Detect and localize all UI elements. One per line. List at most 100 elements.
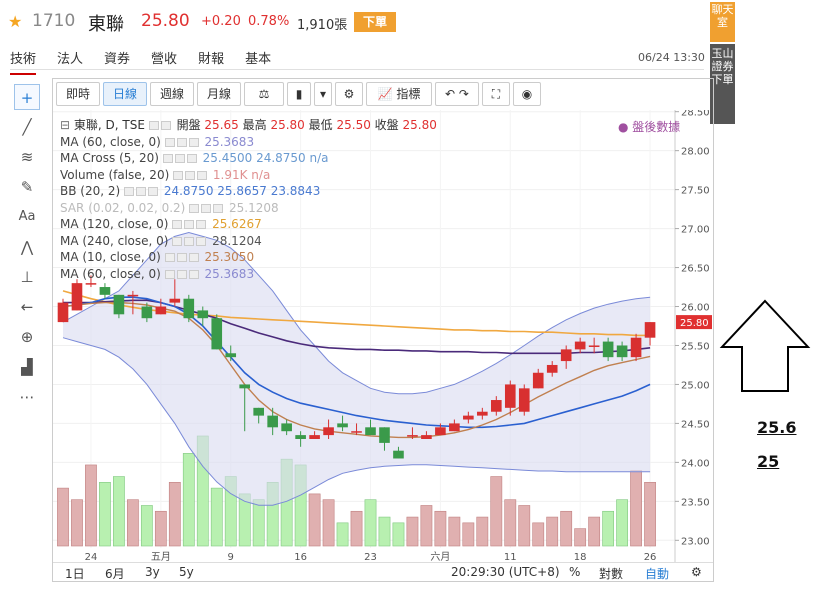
weekly-button[interactable]: 週線 (150, 82, 194, 106)
log-scale-toggle[interactable]: 對數 (599, 567, 624, 581)
compare-scale-icon[interactable]: ⚖ (244, 82, 284, 106)
volume-bar (504, 499, 517, 547)
legend-row: SAR (0.02, 0.02, 0.2) 25.1208 (60, 200, 437, 217)
legend-controls-icon[interactable] (173, 168, 213, 182)
auto-scale-toggle[interactable]: 自動 (645, 567, 670, 581)
fullscreen-icon[interactable]: ⛶ (482, 82, 510, 106)
tab-technical[interactable]: 技術 (10, 48, 37, 75)
redo-icon[interactable]: ↷ (458, 87, 469, 101)
legend-indicator-name: MA (60, close, 0) (60, 266, 165, 281)
volume-bar (350, 510, 363, 547)
candle-body (532, 372, 544, 389)
monthly-button[interactable]: 月線 (197, 82, 241, 106)
x-tick-label: 24 (85, 552, 98, 562)
chevron-down-icon[interactable]: ▾ (314, 82, 332, 106)
trendline-icon[interactable]: ╱ (22, 118, 32, 136)
more-icon[interactable]: ⋯ (19, 388, 35, 406)
order-button[interactable]: 下單 (354, 12, 396, 32)
percent-scale-toggle[interactable]: % (569, 565, 581, 579)
legend-indicator-name: MA (240, close, 0) (60, 233, 173, 248)
tab-margin[interactable]: 資券 (104, 52, 131, 67)
arrow-left-icon[interactable]: ← (20, 298, 34, 316)
undo-icon[interactable]: ↶ (445, 87, 456, 101)
volume-bar (434, 510, 447, 547)
crosshair-icon[interactable]: + (14, 84, 40, 110)
range-1d[interactable]: 1日 (65, 567, 85, 581)
camera-icon[interactable]: ◉ (513, 82, 541, 106)
candle-body (281, 423, 292, 432)
open-label: 開盤 (176, 118, 201, 132)
legend-controls-icon[interactable] (172, 234, 212, 248)
candle-body (616, 345, 628, 358)
undo-redo-buttons[interactable]: ↶ ↷ (435, 82, 479, 106)
legend-indicator-name: MA (60, close, 0) (60, 134, 165, 149)
range-3y[interactable]: 3y (145, 565, 160, 579)
broker-order-button[interactable]: 玉山證券下單 (710, 44, 735, 124)
bollinger-band-area (63, 232, 651, 506)
legend-controls-icon[interactable] (164, 250, 205, 264)
measure-icon[interactable]: ⊥ (20, 268, 34, 286)
legend-settings-icon[interactable] (160, 121, 171, 130)
legend-controls-icon[interactable] (162, 151, 203, 165)
candle-body (351, 431, 362, 433)
drawing-toolbar: + ╱ ≋ ✎ Aa ⋀ ⊥ ← ⊕ ▟ ⋯ (14, 84, 42, 414)
bollinger-lower-line (62, 337, 651, 506)
indicator-button[interactable]: 📈 指標 (366, 82, 432, 106)
legend-row: MA (10, close, 0) 25.3050 (60, 249, 437, 266)
price-chart[interactable]: 28.50 28.00 27.50 27.00 26.50 26.00 25.50 25.00… (53, 110, 713, 562)
pattern-tool-icon[interactable]: ⋀ (20, 238, 34, 256)
volume-bar (336, 522, 349, 547)
realtime-button[interactable]: 即時 (56, 82, 100, 106)
x-tick-label: 23 (364, 552, 377, 562)
volume-bar (378, 516, 391, 547)
chart-settings-icon[interactable]: ⚙ (691, 565, 702, 579)
collapse-icon[interactable]: ⊟ (60, 118, 71, 132)
legend-controls-icon[interactable] (164, 267, 205, 281)
y-tick-label: 23.50 (681, 497, 710, 508)
daily-button[interactable]: 日線 (103, 82, 147, 106)
legend-indicator-name: SAR (0.02, 0.02, 0.2) (60, 200, 190, 215)
after-hours-data-link[interactable]: ● 盤後數據 (618, 120, 681, 134)
up-arrow-annotation (719, 299, 811, 392)
brush-icon[interactable]: ✎ (20, 178, 34, 196)
candle-body (630, 337, 642, 358)
volume-bar (644, 482, 656, 547)
volume-bar (71, 499, 83, 547)
volume-bar (490, 476, 503, 547)
legend-row: MA (120, close, 0) 25.6267 (60, 216, 437, 233)
indicator-chart-icon: 📈 (377, 87, 393, 101)
fib-tool-icon[interactable]: ≋ (20, 148, 34, 166)
candle-body (337, 423, 348, 428)
favorite-star-icon[interactable]: ★ (8, 12, 23, 31)
tab-institutional[interactable]: 法人 (57, 52, 84, 67)
legend-controls-icon[interactable] (164, 135, 205, 149)
volume-bar (168, 482, 181, 547)
range-5y[interactable]: 5y (179, 565, 194, 579)
candle-body (99, 287, 111, 295)
tab-basic[interactable]: 基本 (245, 52, 272, 67)
candle-style-icon[interactable]: ▮ (287, 82, 311, 106)
gear-icon[interactable]: ⚙ (335, 82, 363, 106)
legend-symbol: 東聯, D, TSE (73, 118, 145, 132)
tab-revenue[interactable]: 營收 (151, 52, 178, 67)
ruler-icon[interactable]: ▟ (21, 358, 33, 376)
candle-body (463, 415, 474, 420)
candle-body (155, 306, 167, 315)
legend-controls-icon[interactable] (124, 184, 164, 198)
volume-bar (420, 505, 433, 547)
chat-room-button[interactable]: 聊天室 (710, 2, 735, 42)
chart-bottom-bar: 1日 6月 3y 5y 20:29:30 (UTC+8) % 對數 自動 ⚙ (53, 562, 713, 582)
legend-controls-icon[interactable] (189, 201, 229, 215)
y-tick-label: 27.00 (681, 225, 710, 236)
candle-body (183, 298, 195, 319)
tab-financials[interactable]: 財報 (198, 52, 225, 67)
legend-indicator-name: MA (120, close, 0) (60, 217, 173, 231)
range-6m[interactable]: 6月 (105, 567, 125, 581)
y-tick-label: 25.00 (681, 380, 710, 391)
text-tool-icon[interactable]: Aa (18, 209, 36, 224)
legend-eye-icon[interactable] (148, 121, 159, 130)
candle-body (588, 345, 600, 347)
zoom-in-icon[interactable]: ⊕ (20, 328, 34, 346)
y-tick-label: 26.00 (681, 303, 710, 314)
legend-controls-icon[interactable] (172, 217, 212, 231)
